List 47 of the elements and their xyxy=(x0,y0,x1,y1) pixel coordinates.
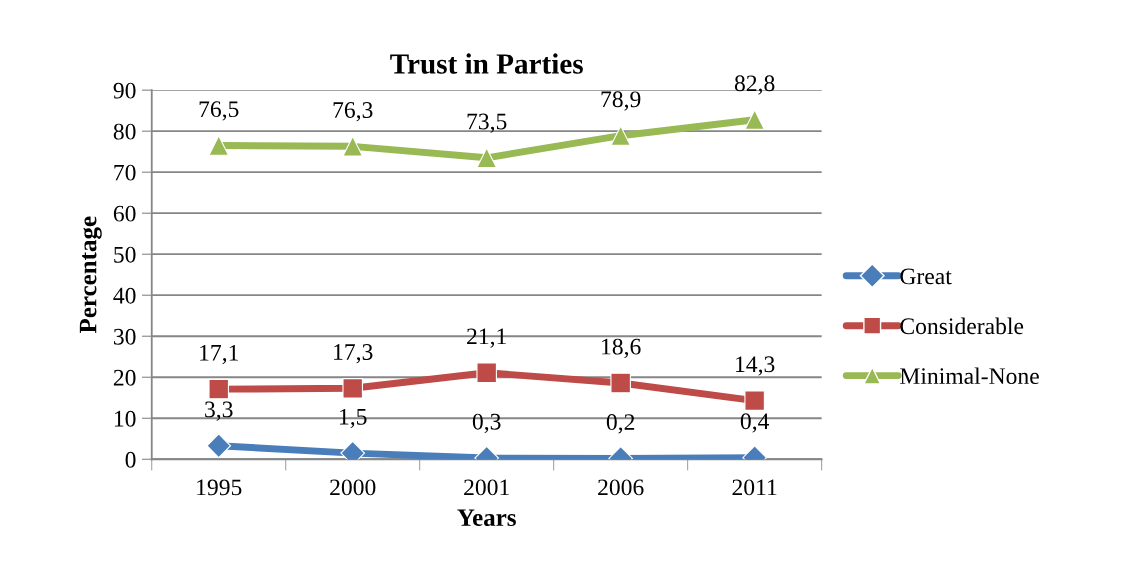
y-tick-label: 0 xyxy=(125,451,136,468)
y-tick-label: 60 xyxy=(113,205,136,222)
data-label: 73,5 xyxy=(467,113,507,133)
point xyxy=(342,136,363,157)
point xyxy=(744,109,765,130)
legend-label: Great xyxy=(900,268,952,285)
data-label: 82,8 xyxy=(734,75,775,95)
x-tick-label: 2011 xyxy=(732,479,777,496)
y-tick-label: 20 xyxy=(113,369,136,386)
y-tick-label: 40 xyxy=(113,287,136,304)
chart-title: Trust in Parties xyxy=(390,53,583,74)
x-tick-label: 2001 xyxy=(464,479,509,496)
point xyxy=(206,433,232,459)
point xyxy=(610,372,631,394)
y-tick-label: 90 xyxy=(113,82,136,99)
y-tick-label: 80 xyxy=(113,123,136,140)
y-axis-title: Percentage xyxy=(79,216,102,334)
x-tick-label: 1995 xyxy=(197,479,242,496)
data-label: 76,3 xyxy=(333,102,373,122)
point xyxy=(476,147,497,169)
data-label: 0,2 xyxy=(606,414,635,434)
point xyxy=(744,390,765,411)
legend-label: Considerable xyxy=(900,317,1024,335)
data-label: 1,5 xyxy=(340,408,367,429)
y-tick-label: 10 xyxy=(114,410,136,427)
data-label: 21,1 xyxy=(467,328,506,348)
y-tick-label: 30 xyxy=(113,328,136,345)
data-label: 0,3 xyxy=(472,413,501,434)
legend-label: Minimal-None xyxy=(900,367,1039,385)
data-label: 3,3 xyxy=(205,401,233,421)
data-label: 17,3 xyxy=(334,344,373,364)
point xyxy=(476,362,497,384)
x-tick-label: 2000 xyxy=(330,479,376,496)
y-tick-label: 70 xyxy=(114,164,136,181)
point xyxy=(208,135,230,156)
x-tick-label: 2006 xyxy=(598,479,644,496)
x-axis-title: Years xyxy=(457,509,516,527)
point xyxy=(208,378,230,400)
data-label: 18,6 xyxy=(602,338,641,358)
data-label: 0,4 xyxy=(740,413,770,433)
data-label: 78,9 xyxy=(601,91,641,111)
data-label: 17,1 xyxy=(200,344,238,365)
point xyxy=(342,378,363,399)
data-label: 14,3 xyxy=(736,356,775,376)
point xyxy=(610,125,631,146)
y-tick-label: 50 xyxy=(114,246,136,263)
data-label: 76,5 xyxy=(199,101,239,121)
